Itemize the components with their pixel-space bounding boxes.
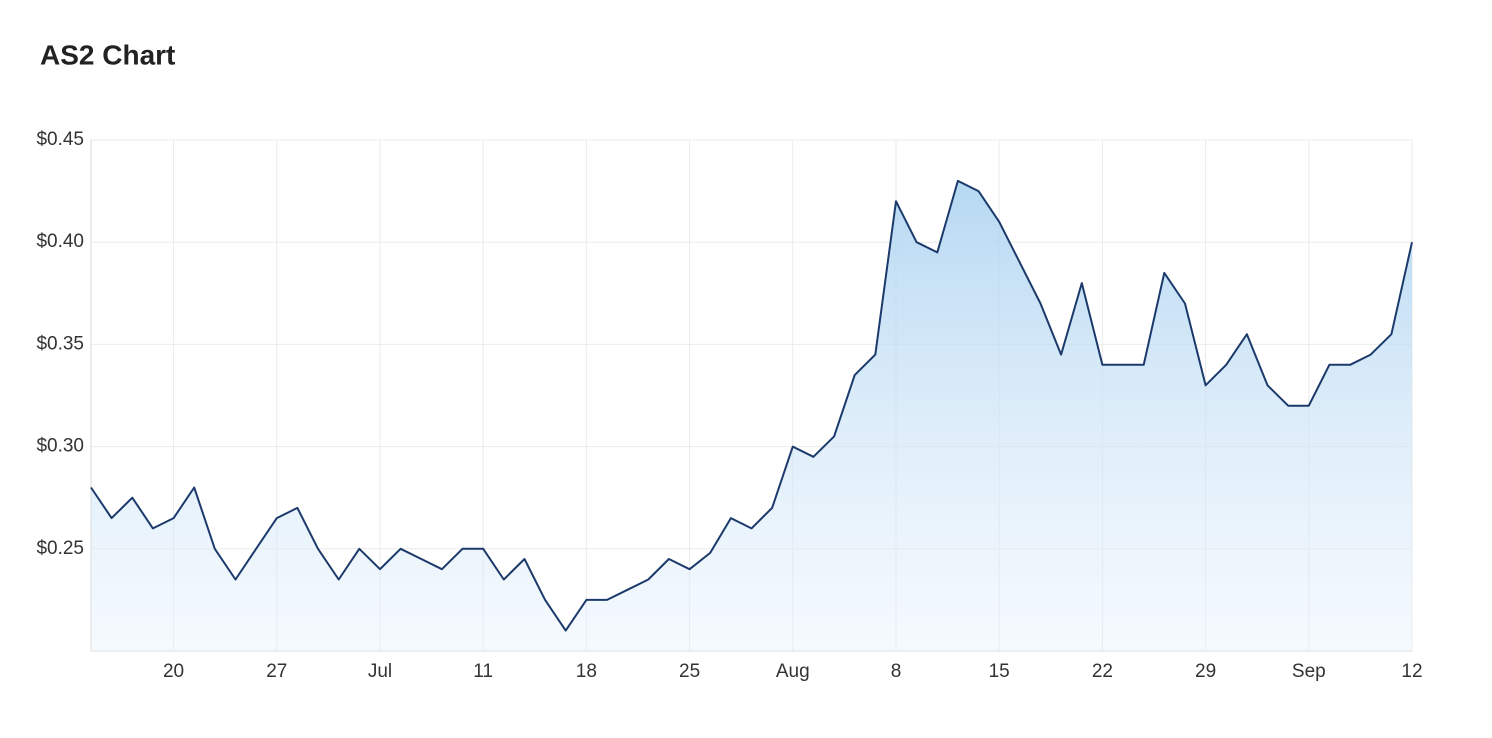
x-tick-label: 22 <box>1092 661 1113 682</box>
area-fill <box>91 180 1412 651</box>
x-tick-label: Sep <box>1292 661 1326 682</box>
y-tick-label: $0.25 <box>36 538 84 559</box>
x-tick-label: 27 <box>266 661 287 682</box>
y-tick-label: $0.35 <box>36 333 84 354</box>
x-tick-label: 18 <box>576 661 597 682</box>
y-tick-label: $0.30 <box>36 436 84 457</box>
x-tick-label: 12 <box>1401 661 1422 682</box>
chart-title: AS2 Chart <box>40 39 175 70</box>
y-tick-label: $0.40 <box>36 231 84 252</box>
x-tick-label: 8 <box>891 661 902 682</box>
x-tick-label: 29 <box>1195 661 1216 682</box>
price-line <box>90 179 1413 632</box>
x-tick-label: Aug <box>776 661 810 682</box>
x-tick-label: Jul <box>368 661 392 682</box>
x-tick-label: 25 <box>679 661 700 682</box>
x-tick-label: 20 <box>163 661 184 682</box>
x-tick-label: 15 <box>989 661 1010 682</box>
y-tick-label: $0.45 <box>36 129 84 150</box>
x-tick-label: 11 <box>473 661 493 682</box>
